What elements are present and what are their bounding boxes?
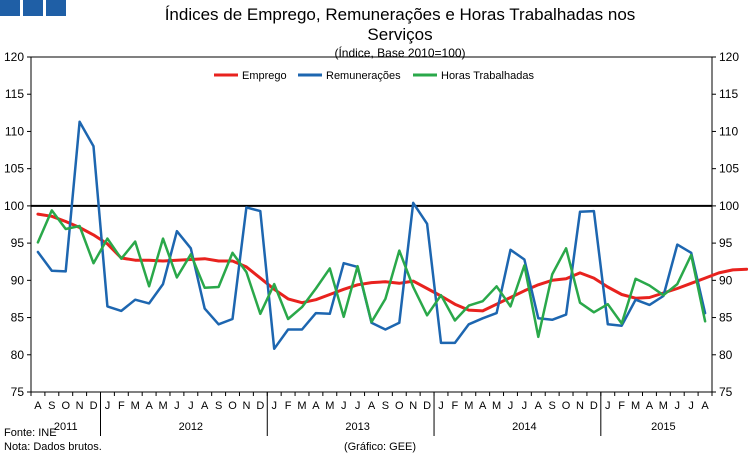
x-month-label: F xyxy=(285,400,292,412)
y-tick-label-left: 100 xyxy=(4,199,24,213)
x-month-label: A xyxy=(145,400,153,412)
x-month-label: S xyxy=(382,400,389,412)
series-line-horas-trabalhadas xyxy=(36,209,707,339)
x-month-label: A xyxy=(312,400,320,412)
y-tick-label-right: 75 xyxy=(719,385,733,399)
y-tick-label-right: 80 xyxy=(719,348,733,362)
x-month-label: F xyxy=(618,400,625,412)
y-tick-label-right: 95 xyxy=(719,236,733,250)
x-month-label: J xyxy=(605,400,611,412)
x-month-label: A xyxy=(201,400,209,412)
plot-area xyxy=(30,56,713,393)
logo-block xyxy=(46,0,66,16)
x-month-label: S xyxy=(48,400,55,412)
x-year-label: 2015 xyxy=(651,421,675,433)
x-month-label: N xyxy=(409,400,417,412)
y-tick-label-left: 75 xyxy=(11,385,25,399)
chart-title: Índices de Emprego, Remunerações e Horas… xyxy=(164,5,636,24)
legend-label: Horas Trabalhadas xyxy=(441,70,534,82)
x-month-label: F xyxy=(452,400,459,412)
x-month-label: A xyxy=(34,400,42,412)
x-year-label: 2011 xyxy=(54,421,78,433)
chart-title-line2: Serviços xyxy=(367,25,433,44)
x-month-label: S xyxy=(549,400,556,412)
y-tick-label-right: 115 xyxy=(719,87,738,101)
x-month-label: M xyxy=(158,400,167,412)
y-tick-label-right: 120 xyxy=(719,50,739,64)
y-tick-label-left: 85 xyxy=(11,311,25,325)
x-year-label: 2014 xyxy=(512,421,536,433)
y-tick-label-left: 95 xyxy=(11,236,25,250)
x-month-label: A xyxy=(646,400,654,412)
x-month-label: J xyxy=(105,400,111,412)
x-month-label: A xyxy=(535,400,543,412)
x-month-label: J xyxy=(675,400,681,412)
x-month-label: M xyxy=(492,400,501,412)
y-tick-label-left: 115 xyxy=(5,87,24,101)
series-line-remuneracoes xyxy=(36,120,707,351)
x-month-label: D xyxy=(590,400,598,412)
y-tick-label-right: 90 xyxy=(719,273,733,287)
y-tick-label-left: 90 xyxy=(11,273,25,287)
x-month-label: M xyxy=(131,400,140,412)
y-tick-label-right: 110 xyxy=(719,124,738,138)
x-month-label: M xyxy=(297,400,306,412)
legend-label: Emprego xyxy=(242,70,287,82)
x-year-label: 2013 xyxy=(345,421,369,433)
logo-block xyxy=(23,0,43,16)
x-month-label: O xyxy=(228,400,237,412)
x-month-label: A xyxy=(479,400,487,412)
y-tick-label-left: 105 xyxy=(4,162,24,176)
x-month-label: O xyxy=(395,400,404,412)
x-year-label: 2012 xyxy=(179,421,203,433)
x-month-label: A xyxy=(368,400,376,412)
chart-credit: (Gráfico: GEE) xyxy=(343,441,417,453)
y-tick-label-right: 85 xyxy=(719,311,733,325)
x-month-label: N xyxy=(242,400,250,412)
x-month-label: M xyxy=(659,400,668,412)
x-month-label: O xyxy=(562,400,571,412)
x-month-label: J xyxy=(522,400,528,412)
x-month-label: N xyxy=(576,400,584,412)
y-tick-label-left: 120 xyxy=(4,50,24,64)
x-month-label: N xyxy=(76,400,84,412)
x-month-label: D xyxy=(256,400,264,412)
legend-label: Remunerações xyxy=(326,70,401,82)
x-month-label: J xyxy=(355,400,361,412)
y-tick-label-right: 100 xyxy=(719,199,739,213)
x-month-label: J xyxy=(188,400,194,412)
x-month-label: J xyxy=(508,400,514,412)
data-note: Nota: Dados brutos. xyxy=(4,441,102,453)
x-month-label: O xyxy=(61,400,70,412)
logo xyxy=(0,0,66,16)
x-month-label: J xyxy=(271,400,277,412)
x-month-label: M xyxy=(464,400,473,412)
x-month-label: A xyxy=(701,400,709,412)
source-note: Fonte: INE xyxy=(4,427,57,439)
y-tick-label-left: 110 xyxy=(5,124,24,138)
series-line-emprego xyxy=(36,212,748,313)
x-month-label: D xyxy=(90,400,98,412)
x-month-label: S xyxy=(215,400,222,412)
x-month-label: D xyxy=(423,400,431,412)
y-tick-label-left: 80 xyxy=(11,348,25,362)
y-tick-label-right: 105 xyxy=(719,162,739,176)
x-month-label: F xyxy=(118,400,125,412)
x-month-label: M xyxy=(325,400,334,412)
x-month-label: J xyxy=(438,400,444,412)
x-month-label: M xyxy=(631,400,640,412)
x-month-label: J xyxy=(688,400,694,412)
x-month-label: J xyxy=(341,400,347,412)
x-month-label: J xyxy=(174,400,180,412)
logo-block xyxy=(0,0,20,16)
